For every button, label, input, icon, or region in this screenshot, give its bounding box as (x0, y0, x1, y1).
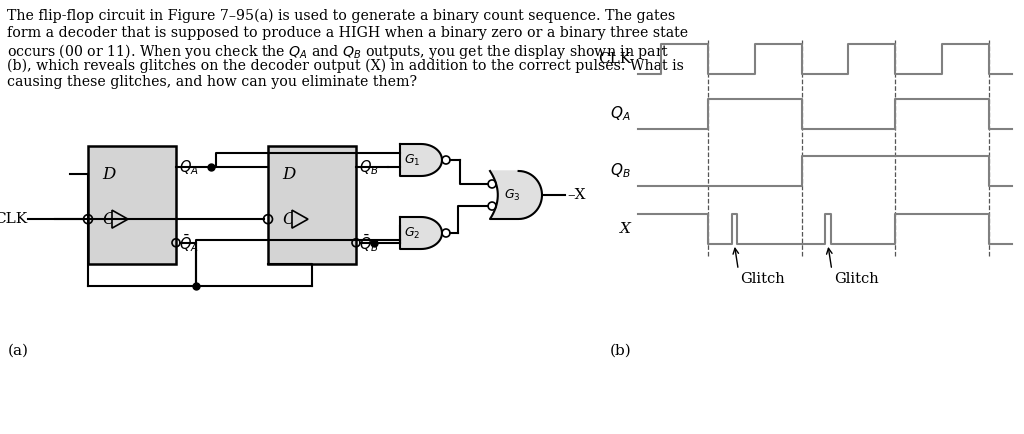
Text: D: D (102, 166, 116, 183)
Text: $\bar{Q}_B$: $\bar{Q}_B$ (359, 232, 379, 253)
Text: Glitch: Glitch (834, 272, 879, 286)
Text: $Q_B$: $Q_B$ (359, 158, 379, 177)
Text: C: C (102, 210, 115, 228)
Text: $\bar{Q}_A$: $\bar{Q}_A$ (179, 232, 199, 253)
Text: $Q_B$: $Q_B$ (610, 161, 631, 181)
Text: CLK: CLK (0, 212, 27, 226)
Text: (b): (b) (610, 344, 632, 358)
Bar (88, 146, 176, 264)
Text: Glitch: Glitch (740, 272, 785, 286)
Text: (a): (a) (8, 344, 29, 358)
Polygon shape (112, 210, 128, 228)
Text: form a decoder that is supposed to produce a HIGH when a binary zero or a binary: form a decoder that is supposed to produ… (7, 26, 688, 39)
Text: $G_2$: $G_2$ (403, 225, 420, 240)
Text: CLK: CLK (598, 52, 631, 66)
Polygon shape (490, 171, 542, 219)
Text: C: C (282, 210, 295, 228)
Text: X: X (621, 222, 631, 236)
Text: $Q_A$: $Q_A$ (610, 105, 631, 123)
Text: $G_3$: $G_3$ (504, 187, 520, 203)
Text: –X: –X (567, 188, 586, 202)
Text: $G_1$: $G_1$ (403, 152, 420, 168)
Text: (b), which reveals glitches on the decoder output (X) in addition to the correct: (b), which reveals glitches on the decod… (7, 59, 684, 73)
Polygon shape (400, 217, 442, 249)
Text: D: D (282, 166, 295, 183)
Bar (268, 146, 356, 264)
Text: $Q_A$: $Q_A$ (179, 158, 199, 177)
Polygon shape (292, 210, 308, 228)
Polygon shape (400, 144, 442, 176)
Text: The flip-flop circuit in Figure 7–95(a) is used to generate a binary count seque: The flip-flop circuit in Figure 7–95(a) … (7, 9, 675, 23)
Text: occurs (00 or 11). When you check the $Q_A$ and $Q_B$ outputs, you get the displ: occurs (00 or 11). When you check the $Q… (7, 42, 670, 61)
Text: causing these glitches, and how can you eliminate them?: causing these glitches, and how can you … (7, 75, 417, 89)
